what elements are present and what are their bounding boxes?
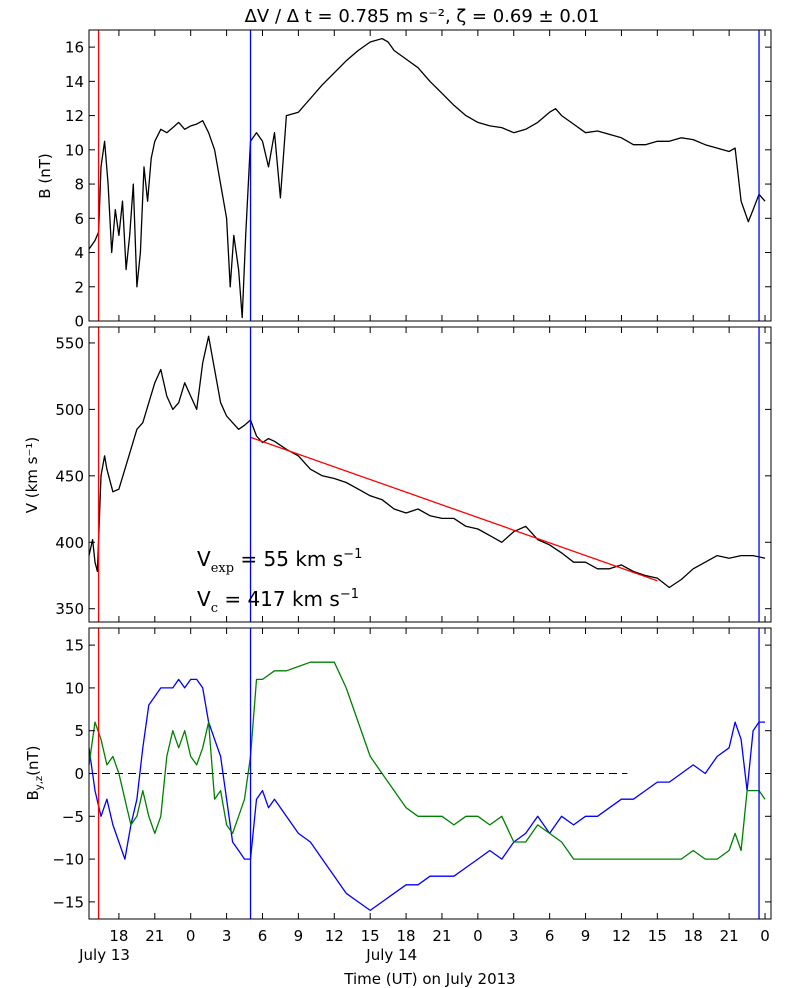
x-tick-label: 15 xyxy=(361,927,380,945)
x-tick-label: 18 xyxy=(684,927,703,945)
y-tick-label: 12 xyxy=(65,107,84,125)
x-tick-label: 18 xyxy=(397,927,416,945)
panel-v-lines xyxy=(88,327,766,622)
panel-v: 350 400 450 500 550 V (km s⁻¹) Vexp = 55 km … xyxy=(23,326,772,623)
x-tick-label: 15 xyxy=(648,927,667,945)
x-tick-label: 21 xyxy=(432,927,451,945)
series-line-byz-0 xyxy=(88,678,765,912)
x-tick-label: 0 xyxy=(473,927,483,945)
series-line-byz-1 xyxy=(88,661,766,860)
x-tick-label: 21 xyxy=(145,927,164,945)
panel-byz: −15 −10 −5 0 5 10 15 By,z(nT) xyxy=(24,627,772,920)
y-tick-label: 15 xyxy=(65,637,84,655)
x-tick-label: 12 xyxy=(325,927,344,945)
x-tick-label: 6 xyxy=(545,927,555,945)
y-tick-label: −5 xyxy=(62,808,84,826)
x-tick-label: 12 xyxy=(612,927,631,945)
x-tick-label: 3 xyxy=(509,927,519,945)
series-line-v-1 xyxy=(250,436,658,582)
y-tick-label: 6 xyxy=(74,210,84,228)
panel-b-frame xyxy=(88,29,772,322)
annotation-vc: Vc = 417 km s−1 xyxy=(197,587,359,616)
date-label: July 14 xyxy=(365,946,417,964)
x-tick-label: 21 xyxy=(720,927,739,945)
x-tick-label: 6 xyxy=(258,927,268,945)
y-tick-label: 16 xyxy=(65,39,84,57)
annotation-vexp: Vexp = 55 km s−1 xyxy=(197,547,362,576)
panel-b-lines xyxy=(88,30,766,321)
x-axis-label: Time (UT) on July 2013 xyxy=(343,970,515,988)
series-line-b-0 xyxy=(88,37,766,319)
panel-byz-ylabel: By,z(nT) xyxy=(24,745,45,800)
x-tick-label: 18 xyxy=(109,927,128,945)
y-tick-label: 550 xyxy=(55,334,84,352)
x-tick-label: 9 xyxy=(294,927,304,945)
x-tick-label: 0 xyxy=(760,927,770,945)
y-tick-label: 500 xyxy=(55,401,84,419)
y-tick-label: 0 xyxy=(74,313,84,331)
y-tick-label: 10 xyxy=(65,141,84,159)
y-tick-label: 2 xyxy=(74,278,84,296)
y-tick-label: 8 xyxy=(74,176,84,194)
panel-v-ticks: 350 400 450 500 550 xyxy=(55,327,771,622)
date-labels: July 13 July 14 xyxy=(78,946,417,964)
y-tick-label: 10 xyxy=(65,679,84,697)
panel-b: 0 2 4 6 8 10 12 14 16 B (nT) xyxy=(36,29,772,331)
panel-v-ylabel: V (km s⁻¹) xyxy=(23,437,41,514)
y-tick-label: −15 xyxy=(52,893,84,911)
y-tick-label: 14 xyxy=(65,73,84,91)
y-tick-label: 4 xyxy=(74,244,84,262)
x-tick-label: 0 xyxy=(186,927,196,945)
panel-byz-lines xyxy=(88,628,766,919)
panel-byz-ticks: −15 −10 −5 0 5 10 15 xyxy=(52,628,771,919)
date-label: July 13 xyxy=(78,946,130,964)
y-tick-label: 350 xyxy=(55,600,84,618)
chart-title: ΔV / Δ t = 0.785 m s⁻², ζ = 0.69 ± 0.01 xyxy=(245,6,600,27)
panel-v-frame xyxy=(88,326,772,623)
panel-b-ticks: 0 2 4 6 8 10 12 14 16 xyxy=(65,30,771,331)
series-line-v-0 xyxy=(88,335,766,589)
y-tick-label: 400 xyxy=(55,534,84,552)
x-tick-label: 9 xyxy=(581,927,591,945)
y-tick-label: −10 xyxy=(52,851,84,869)
y-tick-label: 450 xyxy=(55,467,84,485)
x-tick-labels: 18 21 0 3 6 9 12 15 18 21 0 3 6 9 12 15 18 21 0 xyxy=(109,927,769,945)
y-tick-label: 5 xyxy=(74,722,84,740)
x-tick-label: 3 xyxy=(222,927,232,945)
panel-b-ylabel: B (nT) xyxy=(36,153,54,198)
y-tick-label: 0 xyxy=(74,765,84,783)
